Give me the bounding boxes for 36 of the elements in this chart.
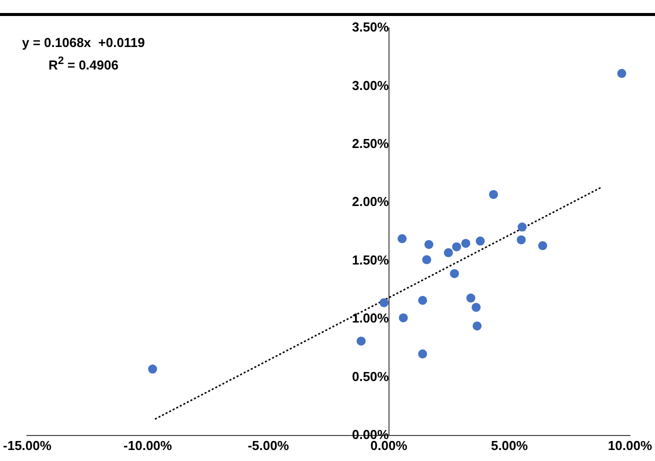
point xyxy=(617,68,626,78)
point xyxy=(380,298,389,308)
y-tick-label: 2.00% xyxy=(352,194,390,210)
x-tick-label: -5.00% xyxy=(248,438,290,453)
point xyxy=(424,240,434,250)
point xyxy=(472,321,482,330)
point xyxy=(444,248,453,258)
x-tick-label: 5.00% xyxy=(490,438,528,453)
point xyxy=(488,190,498,199)
point xyxy=(466,294,476,303)
point xyxy=(418,349,428,358)
y-tick-label: 1.50% xyxy=(352,252,390,268)
y-tick-label: 1.00% xyxy=(352,310,390,326)
point xyxy=(450,269,459,278)
point xyxy=(472,302,481,312)
point xyxy=(422,255,432,264)
point xyxy=(418,296,428,305)
point xyxy=(538,241,548,250)
point xyxy=(516,235,526,244)
y-tick-label: 0.50% xyxy=(352,368,390,384)
point xyxy=(518,222,527,232)
x-tick-label: 10.00% xyxy=(608,438,652,453)
point xyxy=(452,242,462,252)
point xyxy=(476,236,485,246)
point xyxy=(461,238,470,248)
point xyxy=(356,336,366,346)
y-tick-label: 2.50% xyxy=(352,136,390,151)
y-tick-label: 3.00% xyxy=(352,78,390,93)
point xyxy=(398,313,408,322)
x-tick-label: -15.00% xyxy=(3,438,52,453)
point xyxy=(398,234,407,244)
y-tick-label: 3.50% xyxy=(352,20,390,35)
point xyxy=(148,364,158,374)
annotation: R$^{2}$ = 0.4906 xyxy=(47,54,120,74)
annotation: y = 0.1068x +0.0119 xyxy=(22,34,145,52)
x-tick-label: -10.00% xyxy=(124,438,172,453)
